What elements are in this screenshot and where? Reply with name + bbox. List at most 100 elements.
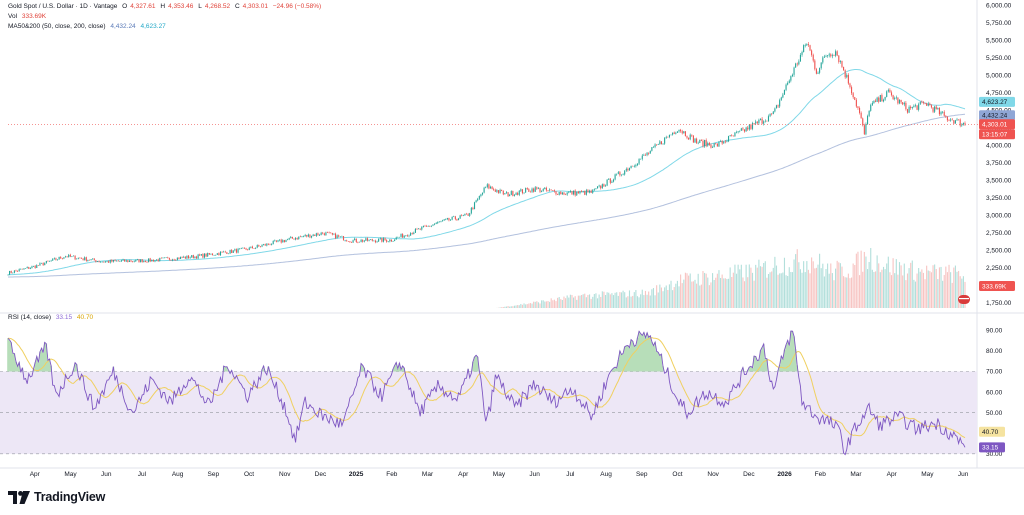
candle-body bbox=[317, 233, 319, 235]
candle bbox=[56, 259, 59, 261]
candle bbox=[673, 131, 675, 135]
candle bbox=[61, 257, 63, 260]
candle bbox=[751, 121, 754, 131]
volume-bar bbox=[964, 281, 966, 308]
volume-bar bbox=[641, 289, 643, 308]
candle bbox=[779, 98, 781, 109]
candle-body bbox=[937, 108, 939, 110]
candle-body bbox=[394, 239, 396, 242]
candle bbox=[366, 237, 369, 242]
candle bbox=[943, 110, 945, 117]
candle bbox=[529, 190, 531, 193]
candle bbox=[250, 246, 252, 249]
candle-body bbox=[406, 235, 408, 237]
candle-body bbox=[395, 237, 397, 240]
candle bbox=[272, 240, 274, 245]
candle-body bbox=[638, 159, 640, 164]
candle-body bbox=[350, 241, 353, 243]
candle bbox=[659, 139, 661, 145]
volume-bar bbox=[803, 261, 805, 308]
candle-body bbox=[210, 253, 212, 255]
candle bbox=[566, 192, 568, 196]
ma-label[interactable]: MA50&200 (50, close, 200, close) bbox=[8, 23, 106, 30]
candle-body bbox=[566, 192, 568, 195]
candle bbox=[929, 102, 931, 106]
volume-bar bbox=[886, 263, 888, 308]
candle-body bbox=[611, 181, 613, 183]
candle bbox=[101, 261, 103, 263]
candle-body bbox=[795, 63, 797, 68]
candle-body bbox=[472, 207, 474, 210]
candle-body bbox=[652, 147, 655, 148]
candle-body bbox=[386, 240, 388, 242]
volume-bar bbox=[600, 296, 602, 308]
candle-body bbox=[418, 228, 420, 230]
candle bbox=[362, 239, 364, 243]
candle-body bbox=[240, 247, 242, 249]
candle-body bbox=[504, 193, 506, 195]
candle bbox=[406, 234, 408, 237]
volume-bar bbox=[700, 284, 702, 308]
candle bbox=[25, 267, 27, 269]
candle-body bbox=[643, 154, 645, 156]
volume-bar bbox=[612, 295, 615, 308]
tradingview-logo[interactable]: TradingView bbox=[8, 490, 105, 504]
volume-bar bbox=[937, 279, 939, 308]
rsi-label[interactable]: RSI (14, close) bbox=[8, 314, 51, 321]
candle bbox=[164, 257, 166, 259]
candle bbox=[962, 122, 964, 126]
candle bbox=[381, 237, 383, 243]
candle-body bbox=[456, 219, 458, 221]
candle bbox=[884, 96, 886, 101]
candle-body bbox=[259, 246, 261, 247]
candle-body bbox=[251, 246, 254, 249]
candle-body bbox=[271, 244, 273, 246]
volume-bar bbox=[951, 282, 953, 308]
candle bbox=[878, 96, 880, 104]
candle-body bbox=[501, 189, 503, 191]
candle-body bbox=[448, 217, 450, 221]
candle bbox=[456, 218, 458, 222]
candle bbox=[750, 123, 752, 130]
candle-body bbox=[697, 142, 699, 144]
candle bbox=[106, 260, 108, 263]
candle bbox=[7, 274, 9, 276]
candle-body bbox=[290, 236, 292, 239]
candle-body bbox=[727, 136, 730, 142]
volume-bar bbox=[807, 269, 809, 308]
candle bbox=[753, 122, 755, 125]
candle-body bbox=[785, 84, 787, 90]
candle bbox=[708, 141, 710, 146]
candle-body bbox=[101, 261, 103, 263]
candle-body bbox=[106, 261, 108, 262]
symbol-name[interactable]: Gold Spot / U.S. Dollar · 1D · Vantage bbox=[8, 3, 118, 10]
candle bbox=[28, 266, 30, 269]
volume-bar bbox=[782, 272, 784, 308]
volume-bar bbox=[705, 273, 707, 308]
candle bbox=[173, 258, 175, 261]
candle bbox=[243, 247, 246, 250]
candle-body bbox=[731, 135, 733, 136]
candle bbox=[844, 69, 846, 79]
candle bbox=[229, 249, 231, 255]
candle-body bbox=[932, 107, 934, 112]
candle-body bbox=[80, 258, 83, 259]
candle bbox=[402, 233, 404, 238]
candle-body bbox=[743, 129, 746, 132]
candle bbox=[394, 239, 396, 242]
candle bbox=[108, 260, 110, 264]
candle bbox=[156, 259, 158, 262]
volume-bar bbox=[704, 272, 706, 308]
volume-bar bbox=[855, 253, 857, 308]
candle bbox=[111, 259, 113, 263]
candle bbox=[732, 135, 734, 137]
candle-body bbox=[528, 189, 530, 192]
candle bbox=[271, 243, 273, 246]
vol-label[interactable]: Vol bbox=[8, 13, 18, 20]
candle bbox=[235, 248, 238, 254]
candle bbox=[224, 250, 226, 253]
candle-body bbox=[291, 236, 293, 239]
candle bbox=[42, 262, 44, 266]
candle-body bbox=[793, 67, 795, 75]
